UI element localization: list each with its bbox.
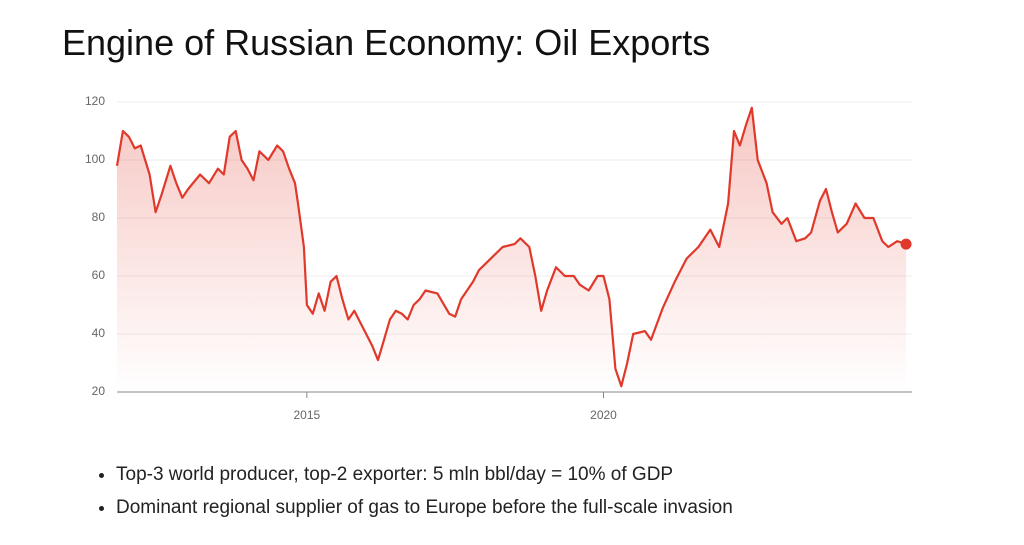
end-point — [900, 238, 912, 250]
bullet-list: Top-3 world producer, top-2 exporter: 5 … — [92, 458, 733, 524]
y-tick-label: 60 — [92, 268, 106, 282]
y-tick-label: 120 — [85, 94, 105, 108]
y-tick-label: 20 — [92, 384, 106, 398]
x-tick-label: 2015 — [293, 408, 320, 422]
slide-title: Engine of Russian Economy: Oil Exports — [62, 22, 711, 63]
bullet: Top-3 world producer, top-2 exporter: 5 … — [116, 458, 733, 491]
chart: 20 40 60 80 100 120 2015 2020 — [85, 94, 912, 422]
y-tick-label: 80 — [92, 210, 106, 224]
y-tick-label: 100 — [85, 152, 105, 166]
x-tick-label: 2020 — [590, 408, 617, 422]
bullet: Dominant regional supplier of gas to Eur… — [116, 491, 733, 524]
area-fill — [117, 107, 907, 393]
line — [115, 106, 907, 388]
y-tick-label: 40 — [92, 326, 106, 340]
